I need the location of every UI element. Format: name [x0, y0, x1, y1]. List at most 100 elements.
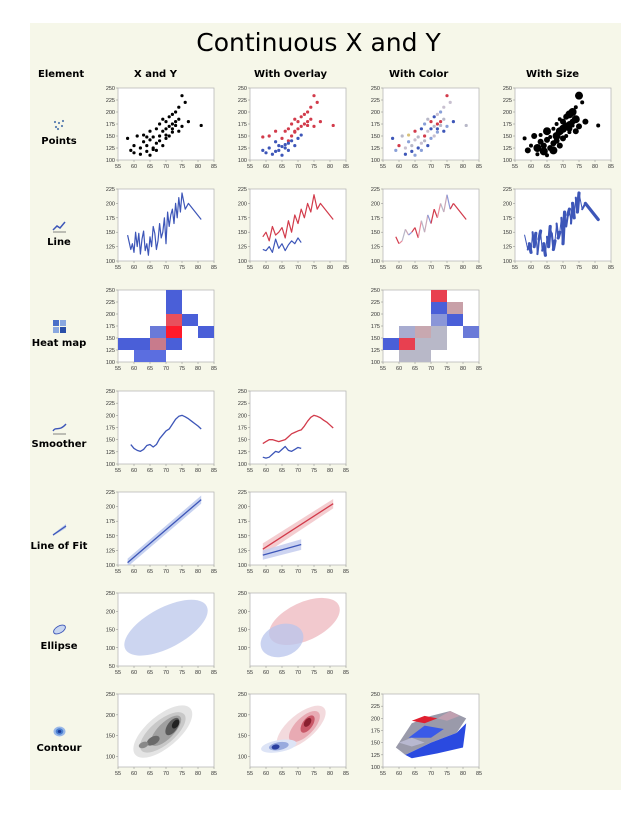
y-tick-label: 175: [238, 519, 247, 525]
y-tick-label: 150: [106, 134, 115, 140]
x-tick-label: 80: [460, 265, 466, 271]
data-point: [413, 129, 417, 133]
data-point: [126, 136, 130, 140]
data-point: [540, 142, 547, 149]
plot-contour-overlay: 55 60 65 70 75 80 85 100 150 200 250: [238, 692, 349, 777]
y-tick-label: 125: [238, 146, 247, 152]
data-point: [177, 129, 181, 133]
series-line: [427, 214, 432, 224]
y-tick-label: 200: [106, 110, 115, 116]
plot-points-size: 55 60 65 70 75 80 85 100 125 150 175 200 225 250: [503, 86, 614, 170]
data-point: [299, 133, 303, 137]
x-tick-label: 75: [444, 164, 450, 170]
data-point: [309, 105, 313, 109]
data-point: [158, 139, 162, 143]
x-tick-label: 55: [512, 265, 518, 271]
plot-ellipse-overlay: 55 60 65 70 75 80 85 100 150 200 250: [238, 591, 349, 676]
x-tick-label: 55: [115, 265, 121, 271]
plot-area: [391, 94, 468, 157]
y-tick-label: 225: [503, 98, 512, 104]
heatmap-cell: [134, 338, 150, 350]
x-tick-label: 80: [327, 670, 333, 676]
data-point: [170, 122, 174, 126]
x-tick-label: 55: [247, 771, 253, 777]
x-tick-label: 75: [444, 366, 450, 372]
heatmap-cell: [399, 338, 415, 350]
data-point: [423, 134, 427, 138]
y-tick-label: 150: [106, 628, 115, 634]
y-tick-label: 225: [106, 187, 115, 193]
x-tick-label: 55: [247, 468, 253, 474]
y-tick-label: 100: [238, 259, 247, 265]
y-tick-label: 125: [371, 348, 380, 354]
series-line: [398, 240, 403, 245]
x-tick-label: 70: [163, 164, 169, 170]
heatmap-cell: [118, 338, 134, 350]
data-point: [145, 135, 149, 139]
heatmap-cell: [166, 302, 182, 314]
data-point: [296, 136, 300, 140]
data-point: [394, 148, 398, 152]
plot-frame: [249, 188, 347, 262]
x-tick-label: 85: [343, 771, 349, 777]
plot-area: [118, 290, 214, 362]
x-tick-label: 60: [396, 164, 402, 170]
y-tick-label: 100: [238, 646, 247, 652]
data-point: [522, 136, 527, 141]
data-point: [164, 127, 168, 131]
plot-ellipse-xy: 55 60 65 70 75 80 85 50 100 150 200 250: [106, 591, 217, 676]
x-tick-label: 55: [247, 670, 253, 676]
data-point: [174, 123, 178, 128]
data-point: [556, 142, 563, 149]
data-point: [596, 123, 601, 128]
x-tick-label: 65: [544, 265, 550, 271]
y-tick-label: 150: [503, 230, 512, 236]
x-tick-label: 85: [211, 468, 217, 474]
data-point: [554, 122, 559, 126]
plot-area: [127, 495, 202, 565]
data-point: [286, 141, 290, 145]
x-tick-label: 55: [115, 670, 121, 676]
header-with-color: With Color: [389, 69, 449, 80]
data-point: [435, 122, 439, 126]
y-tick-label: 200: [106, 201, 115, 207]
contour-icon: [53, 726, 65, 737]
plot-area: [262, 194, 334, 253]
y-tick-label: 125: [371, 753, 380, 759]
y-tick-label: 225: [238, 490, 247, 496]
y-tick-label: 175: [503, 216, 512, 222]
x-tick-label: 85: [343, 670, 349, 676]
plot-line-overlay: 55 60 65 70 75 80 85 100 125 150 175 200 225: [238, 187, 349, 271]
y-tick-label: 175: [106, 519, 115, 525]
data-point: [551, 126, 556, 131]
x-tick-label: 70: [560, 265, 566, 271]
data-point: [277, 144, 281, 148]
x-tick-label: 65: [412, 771, 418, 777]
x-tick-label: 55: [380, 265, 386, 271]
heatmap-icon: [52, 320, 66, 333]
data-point: [164, 133, 168, 137]
data-point: [413, 153, 417, 157]
x-tick-label: 75: [576, 164, 582, 170]
data-point: [312, 94, 316, 98]
heatmap-cell: [399, 326, 415, 338]
data-point: [164, 136, 168, 140]
heatmap-cell: [463, 326, 479, 338]
data-point: [142, 140, 146, 144]
x-tick-label: 60: [263, 164, 269, 170]
y-tick-label: 150: [106, 230, 115, 236]
data-point: [531, 133, 538, 139]
data-point: [309, 117, 313, 121]
data-point: [142, 133, 146, 137]
data-point: [576, 123, 582, 130]
contour-region: [399, 737, 425, 747]
data-point: [416, 146, 420, 150]
y-tick-label: 100: [238, 755, 247, 761]
contour-region: [408, 725, 444, 738]
data-point: [280, 136, 284, 140]
y-tick-label: 125: [503, 146, 512, 152]
series-line: [575, 191, 581, 214]
plot-line-size: 55 60 65 70 75 80 85 100 125 150 175 200 225: [503, 187, 614, 271]
x-tick-label: 65: [279, 164, 285, 170]
row-label-text: Line: [47, 237, 71, 248]
